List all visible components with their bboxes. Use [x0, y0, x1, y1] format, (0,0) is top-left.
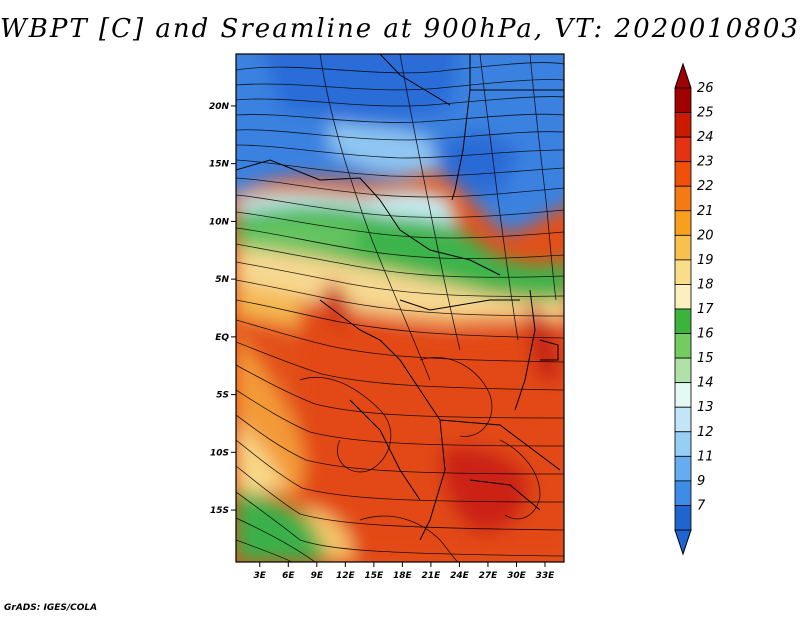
field-blue-pocket	[420, 130, 520, 196]
colorbar-segment	[674, 234, 692, 261]
colorbar-segment	[674, 259, 692, 285]
lon-tick-label: 18E	[393, 571, 413, 581]
border-line	[379, 199, 501, 276]
lon-tick-label: 24E	[450, 571, 470, 581]
colorbar-segment	[674, 308, 692, 334]
lat-tick-label: 5N	[215, 275, 229, 285]
colorbar-level-label: 25	[697, 106, 714, 121]
colorbar-bottom-arrow	[674, 529, 692, 556]
colorbar-segment	[674, 431, 692, 457]
colorbar-level-label: 21	[697, 204, 714, 219]
colorbar-level-label: 12	[697, 425, 714, 440]
lon-tick-label: 9E	[311, 571, 324, 581]
lon-tick-label: 3E	[254, 571, 267, 581]
field-dark-red-south	[440, 446, 530, 533]
colorbar-level-label: 22	[697, 179, 714, 194]
field-yellow-southwest	[236, 420, 285, 500]
lon-tick-label: 27E	[479, 571, 499, 581]
field-light-blue-zone	[330, 120, 440, 174]
field-yellow-band	[236, 248, 564, 322]
colorbar-level-label: 15	[697, 351, 714, 366]
field-green-southwest	[236, 490, 350, 562]
colorbar-level-label: 20	[697, 228, 714, 243]
colorbar-top-arrow	[674, 62, 692, 89]
colorbar-segment	[674, 406, 692, 433]
colorbar-segment	[674, 284, 692, 310]
lon-tick-label: 33E	[536, 571, 556, 581]
field-deep-blue-zone	[264, 54, 458, 120]
lon-tick-label: 21E	[422, 571, 442, 581]
colorbar-level-label: 23	[697, 155, 714, 170]
colorbar-level-label: 7	[697, 498, 706, 513]
colorbar-segment	[674, 505, 692, 531]
colorbar-segment	[674, 161, 692, 187]
lat-tick-label: 15S	[210, 506, 229, 516]
colorbar-level-label: 19	[697, 253, 714, 268]
border-line	[539, 339, 559, 361]
lat-tick-label: 10N	[209, 217, 230, 227]
colorbar-segment	[674, 136, 692, 163]
lat-tick-label: 20N	[209, 102, 230, 112]
field-green-light	[236, 221, 360, 250]
colorbar-segment	[674, 357, 692, 384]
border-line	[319, 299, 441, 421]
border-line	[439, 419, 561, 471]
lon-tick-label: 6E	[282, 571, 295, 581]
border-line	[451, 54, 471, 201]
border-line	[399, 299, 520, 311]
grads-credit: GrADS: IGES/COLA	[4, 603, 98, 613]
colorbar-level-label: 24	[697, 130, 714, 145]
colorbar-level-label: 11	[697, 449, 714, 464]
wbpt-field	[236, 54, 564, 562]
colorbar-segment	[674, 333, 692, 359]
lat-tick-label: 15N	[209, 160, 230, 170]
colorbar-segment	[674, 87, 692, 113]
border-line	[236, 159, 381, 201]
colorbar-segment	[674, 185, 692, 212]
border-line	[379, 54, 451, 106]
colorbar-segment	[674, 480, 692, 506]
border-line	[514, 289, 536, 411]
chart-title: WBPT [C] and Sreamline at 900hPa, VT: 20…	[0, 14, 800, 44]
colorbar-segment	[674, 455, 692, 482]
latitude-axis: 20N 15N 10N 5N EQ 5S 10S 15S	[209, 102, 236, 516]
colorbar-level-label: 18	[697, 277, 714, 292]
colorbar-level-label: 26	[697, 81, 714, 96]
longitude-axis: 3E 6E 9E 12E 15E 18E 21E 24E 27E 30E 33E	[254, 562, 556, 581]
colorbar-segment	[674, 210, 692, 236]
colorbar-segment	[674, 382, 692, 408]
lon-tick-label: 12E	[336, 571, 356, 581]
streamlines	[236, 54, 564, 562]
lat-tick-label: 10S	[210, 448, 229, 458]
colorbar-level-label: 14	[697, 376, 714, 391]
colorbar-legend: 26 25 24 23 22 21 20 19 18 17 16 15 14 13 12 11 9 7	[674, 62, 714, 556]
colorbar-segment	[674, 112, 692, 138]
border-line	[349, 399, 421, 501]
colorbar-level-label: 16	[697, 327, 714, 342]
colorbar-level-label: 17	[697, 302, 714, 317]
lat-tick-label: EQ	[215, 333, 229, 343]
field-dark-red-spot	[320, 280, 352, 326]
lon-tick-label: 15E	[365, 571, 385, 581]
colorbar-level-label: 13	[697, 400, 714, 415]
map-frame	[235, 53, 565, 563]
lat-tick-label: 5S	[216, 391, 229, 401]
colorbar-level-label: 9	[697, 474, 705, 489]
lon-tick-label: 30E	[507, 571, 527, 581]
